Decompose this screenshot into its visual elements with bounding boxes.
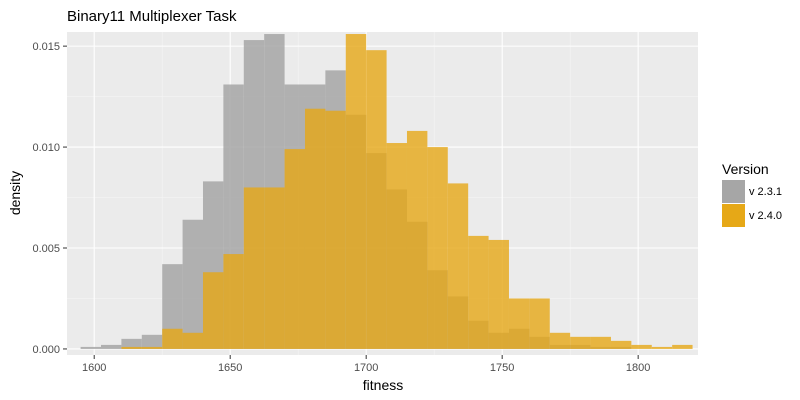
histogram-bar-v240 [386,143,407,349]
histogram-bar-v240 [508,298,530,349]
histogram-bar-v240 [672,344,693,349]
y-axis-title: density [7,171,23,215]
histogram-bar-v240 [447,183,469,349]
y-tick-label: 0.000 [32,344,60,356]
series-v240-bars [121,34,693,349]
y-axis: 0.000 0.005 0.010 0.015 [32,41,67,356]
x-tick-label: 1600 [82,362,106,374]
histogram-bar-v231 [182,219,203,349]
y-tick-label: 0.015 [32,41,60,53]
histogram-bar-v231 [162,264,183,349]
histogram-bar-v240 [284,149,305,349]
histogram-bar-v240 [406,130,428,349]
y-tick-label: 0.005 [32,243,60,255]
x-tick-label: 1650 [218,362,242,374]
legend-label-v240: v 2.4.0 [749,210,782,222]
histogram-bar-v240 [651,346,673,349]
x-tick-label: 1750 [490,362,514,374]
legend-key-v231 [722,180,745,203]
histogram-bar-v240 [631,344,652,349]
histogram-bar-v240 [488,239,509,349]
histogram-bar-v240 [529,298,550,349]
histogram-bar-v240 [570,336,591,349]
histogram-bar-v231 [100,344,122,349]
histogram-bar-v240 [223,254,244,349]
histogram-bar-v240 [304,108,326,349]
histogram-bar-v240 [141,346,163,349]
histogram-bar-v240 [549,332,571,349]
histogram-bar-v240 [468,235,489,349]
legend-label-v231: v 2.3.1 [749,186,782,198]
histogram-bar-v240 [182,332,203,349]
histogram-bar-v240 [427,147,448,349]
histogram-bar-v240 [121,346,142,349]
histogram-bar-v240 [366,50,387,349]
y-tick-label: 0.010 [32,142,60,154]
x-axis-title: fitness [363,377,403,393]
histogram-bar-v231 [141,334,163,349]
chart-title: Binary11 Multiplexer Task [67,8,237,25]
x-tick-label: 1700 [354,362,378,374]
histogram-bar-v240 [243,187,265,349]
legend: Version v 2.3.1 v 2.4.0 [722,161,782,227]
histogram-bar-v240 [325,110,346,349]
histogram-bar-v231 [80,346,101,349]
histogram-bar-v240 [162,328,183,349]
histogram-bar-v240 [202,272,224,349]
legend-title: Version [722,161,769,177]
x-axis: 1600 1650 1700 1750 1800 [82,355,650,374]
histogram-bar-v240 [264,187,285,349]
histogram-bar-v240 [590,336,611,349]
histogram-bar-v240 [610,340,632,349]
x-tick-label: 1800 [626,362,650,374]
histogram-bar-v231 [121,338,142,349]
histogram-bar-v240 [345,34,367,349]
legend-key-v240 [722,204,745,227]
